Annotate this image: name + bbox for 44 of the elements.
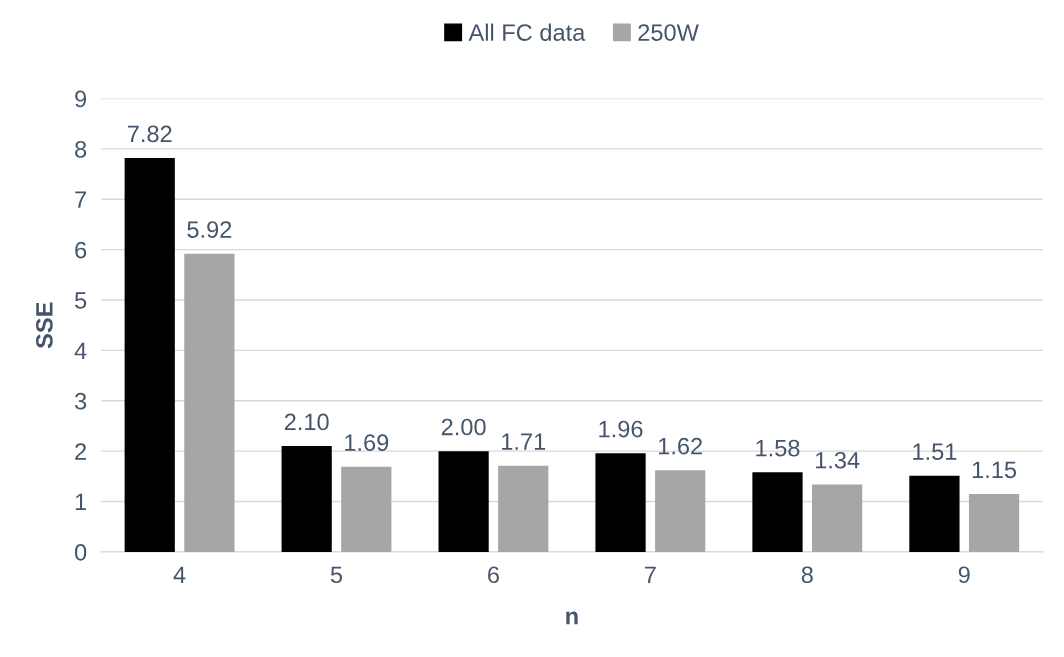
data-label: 1.71 (502, 433, 546, 450)
data-label: 1.62 (659, 437, 702, 455)
bar (184, 253, 235, 552)
bar (655, 470, 706, 552)
y-tick-label: 0 (74, 543, 87, 561)
x-tick-label: 7 (645, 566, 656, 583)
x-tick-label: 8 (801, 566, 813, 584)
data-label: 7.82 (127, 125, 172, 143)
y-tick-label: 7 (75, 191, 87, 208)
y-tick-label: 1 (75, 493, 87, 511)
bar (498, 465, 549, 552)
y-tick-label: 8 (75, 140, 87, 158)
bar (281, 446, 332, 552)
bar (909, 475, 960, 552)
data-label: 1.15 (972, 461, 1017, 479)
data-label: 1.51 (913, 443, 957, 461)
x-tick-label: 5 (330, 566, 343, 584)
y-tick-label: 2 (75, 443, 87, 460)
x-tick-label: 4 (173, 566, 186, 583)
bar (595, 453, 646, 552)
legend-label: 250W (638, 24, 699, 41)
x-tick-label: 6 (488, 566, 499, 584)
data-label: 2.00 (441, 418, 486, 436)
bar (752, 472, 803, 552)
data-label: 1.96 (599, 420, 643, 438)
bar (124, 157, 175, 552)
data-label: 5.92 (187, 221, 232, 238)
bar (438, 451, 489, 552)
data-label: 2.10 (284, 413, 329, 431)
data-label: 1.34 (815, 451, 860, 469)
y-axis-title: SSE (36, 302, 53, 349)
data-label: 1.58 (756, 439, 800, 457)
x-tick-label: 9 (958, 566, 970, 584)
y-tick-label: 5 (75, 292, 87, 309)
bar (812, 484, 863, 552)
data-label: 1.69 (345, 434, 389, 451)
legend-label: All FC data (468, 23, 586, 41)
y-tick-label: 6 (75, 241, 87, 259)
bar (968, 493, 1020, 552)
bar (341, 466, 392, 552)
y-tick-label: 3 (74, 392, 87, 410)
y-tick-label: 4 (74, 342, 87, 359)
y-tick-label: 9 (75, 90, 87, 108)
x-axis-title: n (566, 611, 578, 625)
